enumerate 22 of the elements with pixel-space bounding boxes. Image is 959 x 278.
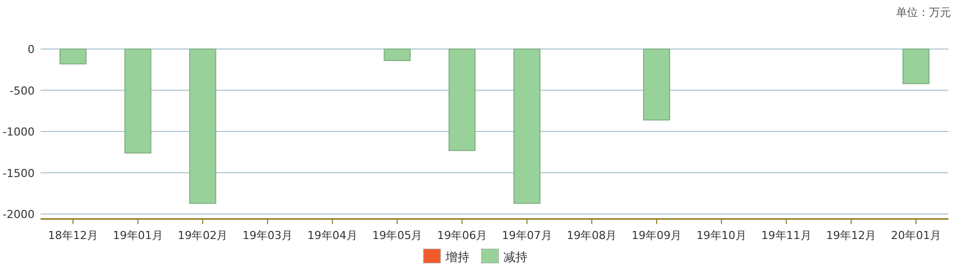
y-tick-label: -1500 (2, 166, 35, 180)
x-tick-label: 19年08月 (566, 229, 617, 242)
y-tick-label: -1000 (2, 126, 35, 139)
legend-label: 减持 (504, 250, 528, 264)
x-tick-label: 19年09月 (632, 229, 682, 242)
y-tick-label: 0 (28, 43, 35, 56)
x-tick-label: 19年05月 (372, 229, 422, 242)
y-tick-label: -2000 (2, 208, 35, 222)
x-tick-label: 20年01月 (890, 229, 941, 242)
y-tick-label: -500 (10, 84, 35, 98)
x-tick-label: 19年01月 (112, 229, 163, 242)
x-tick-label: 19年07月 (502, 229, 552, 242)
x-tick-label: 18年12月 (48, 229, 98, 242)
legend-label: 增持 (444, 250, 470, 264)
x-tick-label: 19年12月 (826, 229, 876, 242)
x-tick-label: 19年10月 (696, 229, 746, 242)
x-tick-label: 19年11月 (761, 229, 812, 242)
x-tick-label: 19年02月 (178, 229, 228, 242)
text: 单位：万元 (896, 6, 951, 19)
x-tick-label: 19年03月 (242, 229, 293, 242)
x-tick-label: 19年06月 (437, 229, 488, 242)
x-tick-label: 19年04月 (307, 229, 358, 242)
